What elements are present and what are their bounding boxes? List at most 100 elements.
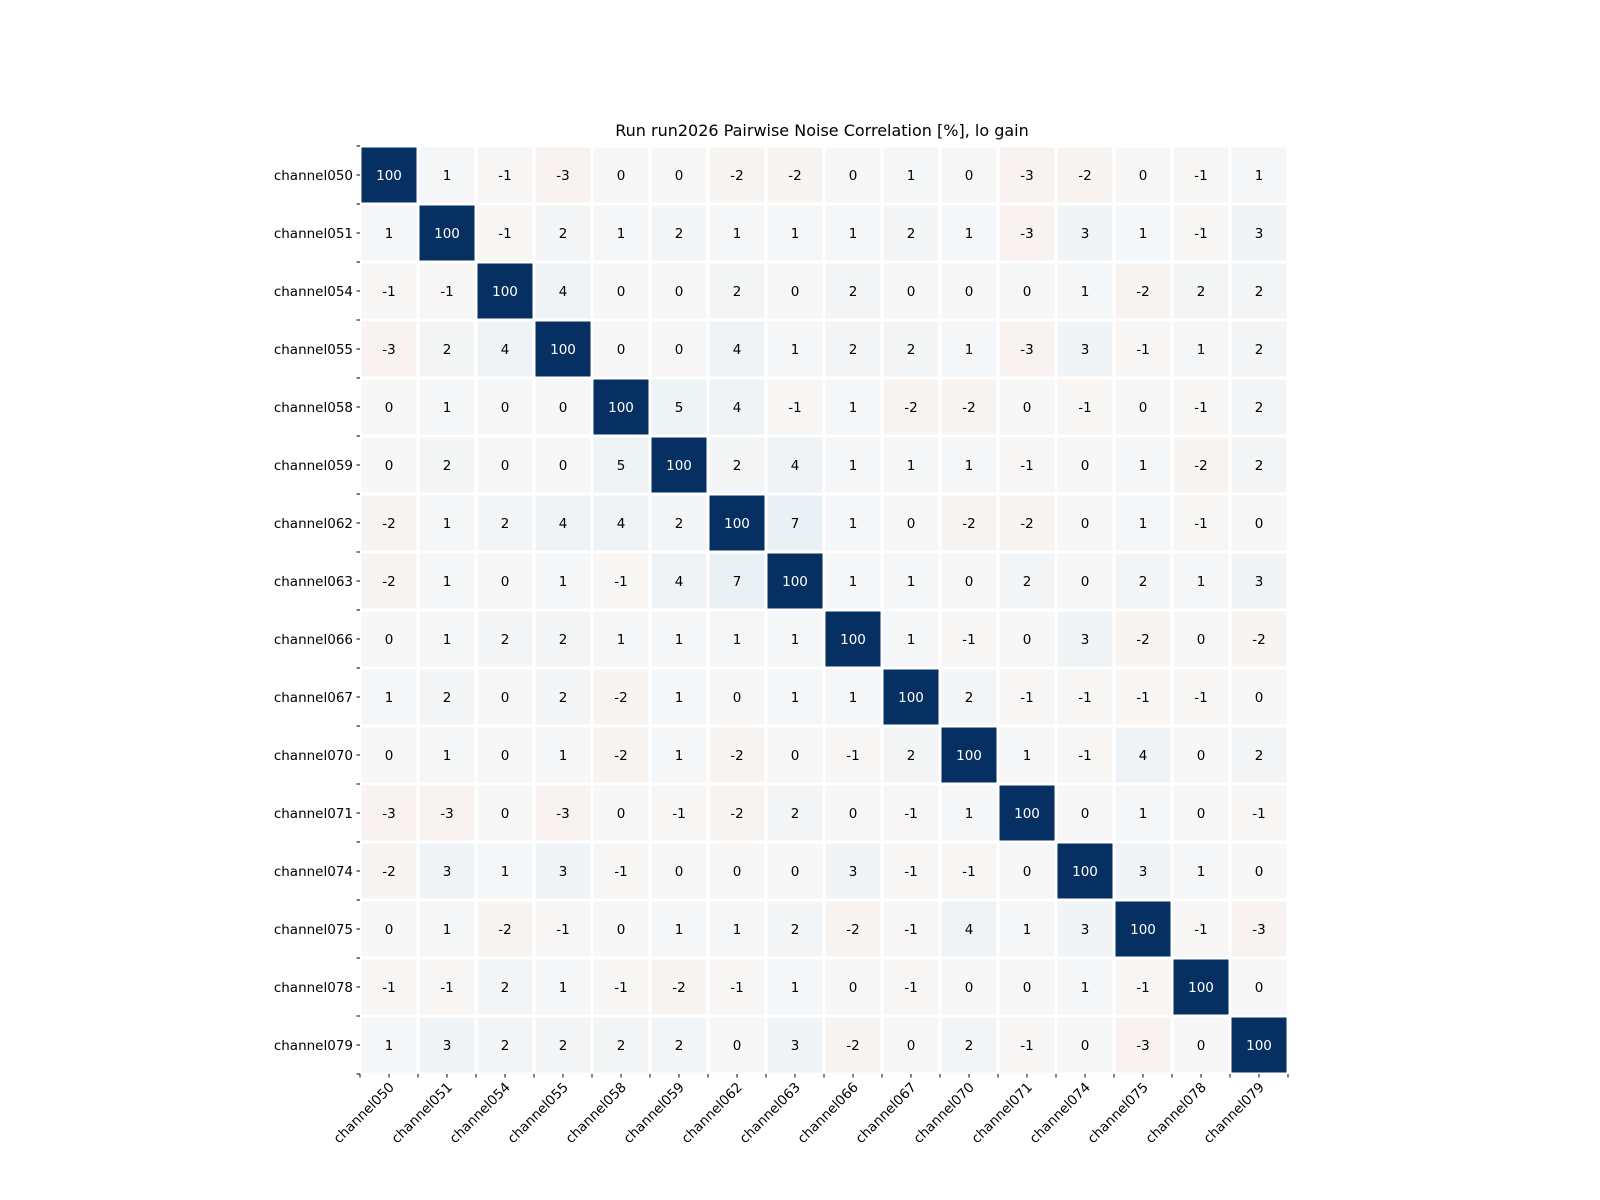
heatmap-cell [1057,901,1113,957]
heatmap-cell [419,959,475,1015]
cell-value-label: 100 [724,516,750,532]
x-tick-label: channel075 [1085,1080,1152,1147]
cell-value-label: 1 [791,632,800,648]
cell-value-label: -1 [1136,980,1149,996]
cell-value-label: -1 [904,922,917,938]
cell-value-label: 4 [1139,748,1148,764]
cell-value-label: 4 [559,516,568,532]
y-tick-label: channel078 [274,980,353,996]
cell-value-label: 1 [1197,342,1206,358]
heatmap-cell [941,901,997,957]
heatmap-cell [999,147,1055,203]
heatmap-cell [361,379,417,435]
heatmap-cell [1057,263,1113,319]
heatmap-cell [1173,379,1229,435]
heatmap-cell [709,843,765,899]
cell-value-label: 1 [733,226,742,242]
heatmap-cell [535,843,591,899]
heatmap-cell [419,379,475,435]
x-tick-label: channel066 [795,1080,862,1147]
heatmap-cell [477,959,533,1015]
cell-value-label: 1 [385,690,394,706]
cell-value-label: 0 [1023,980,1032,996]
y-tick-label: channel050 [274,168,353,184]
cell-value-label: -3 [1020,168,1033,184]
heatmap-cell [593,495,649,551]
heatmap-cell [593,959,649,1015]
heatmap-cell [1231,495,1287,551]
heatmap-cell [1173,147,1229,203]
cell-value-label: 0 [1197,748,1206,764]
heatmap-cell [651,379,707,435]
heatmap-cell [1231,901,1287,957]
cell-value-label: 1 [385,1038,394,1054]
cell-value-label: 4 [675,574,684,590]
cell-value-label: 4 [733,400,742,416]
heatmap-cell [825,669,881,725]
cell-value-label: 1 [675,690,684,706]
heatmap-cell [419,437,475,493]
heatmap-cell [651,1017,707,1073]
heatmap-cell [767,843,823,899]
x-tick-label: channel071 [969,1080,1036,1147]
cell-value-label: 1 [1081,284,1090,300]
heatmap-cell [941,321,997,377]
heatmap-cell [361,959,417,1015]
y-tick-label: channel063 [274,574,353,590]
chart-title: Run run2026 Pairwise Noise Correlation [… [615,121,1029,140]
heatmap-cell [767,263,823,319]
heatmap-cell [767,321,823,377]
x-tick-label: channel059 [621,1080,688,1147]
heatmap-cell [709,495,765,551]
heatmap-cell [825,321,881,377]
heatmap-cell [825,843,881,899]
cell-value-label: 0 [1023,864,1032,880]
heatmap-cell [593,379,649,435]
heatmap-cell [1057,495,1113,551]
cell-value-label: -1 [672,806,685,822]
cell-value-label: 1 [907,168,916,184]
heatmap-cell [825,205,881,261]
heatmap-cell [361,437,417,493]
cell-value-label: 0 [1139,400,1148,416]
x-tick-label: channel051 [389,1080,456,1147]
heatmap-cell [361,669,417,725]
x-tick-label: channel058 [563,1080,630,1147]
heatmap-cell [593,147,649,203]
heatmap-cell [1115,959,1171,1015]
cell-value-label: 4 [965,922,974,938]
cell-value-label: -2 [730,168,743,184]
x-tick-label: channel055 [505,1080,572,1147]
heatmap-cell [477,553,533,609]
heatmap-cell [825,379,881,435]
heatmap-cell [709,959,765,1015]
cell-value-label: 1 [675,632,684,648]
cell-value-label: 0 [1081,516,1090,532]
heatmap-cell [941,437,997,493]
cell-value-label: -1 [730,980,743,996]
cell-value-label: -3 [556,168,569,184]
cell-value-label: 1 [1197,574,1206,590]
x-tick-label: channel062 [679,1080,746,1147]
cell-value-label: 0 [733,1038,742,1054]
cell-value-label: 1 [559,980,568,996]
heatmap-cell [1115,553,1171,609]
cell-value-label: -2 [382,574,395,590]
cell-value-label: 0 [675,342,684,358]
heatmap-cell [767,959,823,1015]
cell-value-label: -2 [1078,168,1091,184]
heatmap-cell [1115,495,1171,551]
cell-value-label: 2 [849,284,858,300]
cell-value-label: -3 [1136,1038,1149,1054]
cell-value-label: 0 [1081,806,1090,822]
heatmap-cell [1173,611,1229,667]
x-tick-label: channel070 [911,1080,978,1147]
cell-value-label: 1 [1023,922,1032,938]
heatmap-cell [1057,553,1113,609]
heatmap-cell [999,669,1055,725]
cell-value-label: 100 [898,690,924,706]
heatmap-cell [999,205,1055,261]
heatmap-cell [1231,437,1287,493]
cell-value-label: -1 [1194,516,1207,532]
heatmap-cell [1057,785,1113,841]
